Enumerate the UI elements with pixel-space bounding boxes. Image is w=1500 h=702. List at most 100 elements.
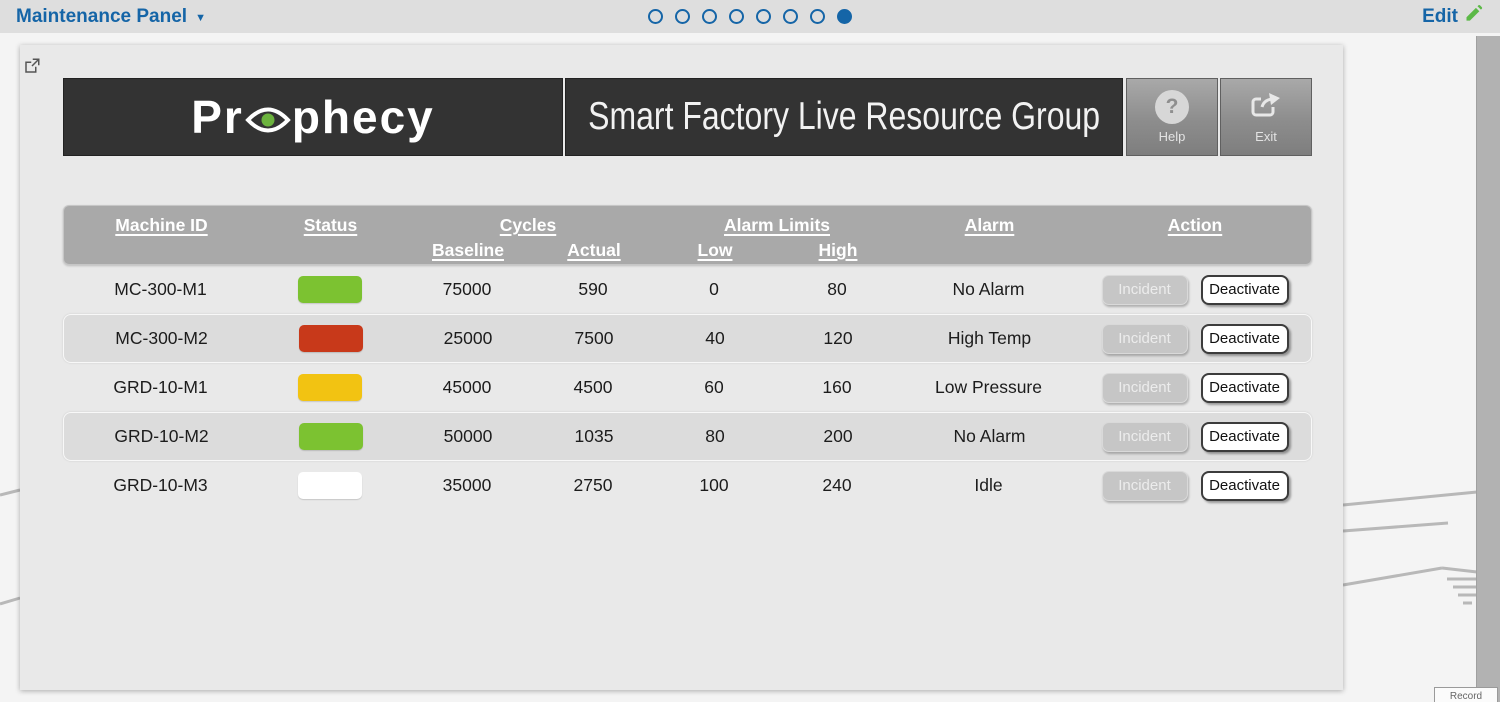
high-limit-cell: 240 [822,475,852,495]
status-swatch [298,423,363,450]
actual-cell: 1035 [574,426,614,446]
record-tooltip: Record [1434,687,1498,702]
dashboard-panel: Pr phecy Smart Factory Live Resource Gro… [20,45,1343,690]
machines-table: Machine ID Status Cycles Alarm Limits Al… [63,205,1312,510]
status-swatch [297,472,362,499]
deactivate-button[interactable]: Deactivate [1200,421,1289,452]
alarm-cell: Idle [974,475,1003,495]
incident-button[interactable]: Incident [1101,323,1188,354]
deactivate-button[interactable]: Deactivate [1200,470,1289,501]
status-swatch [297,276,362,303]
low-limit-cell: 80 [705,426,725,446]
machine-id-cell: GRD-10-M1 [113,377,208,397]
col-header-alarm-limits[interactable]: Alarm Limits [724,215,830,235]
status-swatch [298,325,363,352]
actual-cell: 590 [578,279,608,299]
status-cell [259,325,402,352]
edit-button[interactable]: Edit [1422,4,1484,30]
table-header: Machine ID Status Cycles Alarm Limits Al… [63,205,1312,265]
deactivate-button[interactable]: Deactivate [1200,274,1289,305]
col-header-low[interactable]: Low [697,240,733,260]
low-limit-cell: 40 [705,328,725,348]
action-cell: Incident Deactivate [1078,274,1312,305]
high-limit-cell: 160 [822,377,852,397]
page-dot[interactable] [810,9,825,24]
deactivate-button[interactable]: Deactivate [1200,372,1289,403]
action-cell: Incident Deactivate [1078,470,1312,501]
page-title: Smart Factory Live Resource Group [565,78,1123,156]
action-cell: Incident Deactivate [1078,372,1312,403]
table-row: GRD-10-M2 50000 1035 80 200 No Alarm Inc… [63,412,1312,461]
actual-cell: 4500 [573,377,613,397]
prophecy-logo: Pr phecy [63,78,563,156]
maintenance-panel-menu[interactable]: Maintenance Panel ▼ [16,6,206,28]
page-dot[interactable] [648,9,663,24]
maintenance-panel-label: Maintenance Panel [16,5,188,27]
incident-button[interactable]: Incident [1101,470,1188,501]
page-dot-nav [648,0,852,33]
eye-icon [245,93,291,147]
action-cell: Incident Deactivate [1079,323,1311,354]
status-cell [258,472,401,499]
page-dot[interactable] [729,9,744,24]
header-band: Pr phecy Smart Factory Live Resource Gro… [63,78,1312,156]
machine-id-cell: GRD-10-M2 [114,426,209,446]
help-label: Help [1158,129,1186,144]
incident-button[interactable]: Incident [1101,274,1188,305]
incident-button[interactable]: Incident [1101,421,1188,452]
exit-share-icon [1249,91,1283,124]
table-body: MC-300-M1 75000 590 0 80 No Alarm Incide… [63,265,1312,510]
edit-label: Edit [1422,5,1458,27]
actual-cell: 2750 [573,475,613,495]
col-header-alarm[interactable]: Alarm [964,215,1015,235]
status-cell [259,423,402,450]
col-header-high[interactable]: High [818,240,858,260]
high-limit-cell: 200 [823,426,853,446]
alarm-cell: Low Pressure [935,377,1042,397]
vertical-scrollbar[interactable] [1476,36,1500,702]
alarm-cell: No Alarm [953,426,1026,446]
chevron-down-icon: ▼ [195,12,206,24]
help-button[interactable]: ? Help [1126,78,1218,156]
baseline-cell: 25000 [443,328,493,348]
high-limit-cell: 80 [827,279,847,299]
logo-text-left: Pr [191,91,244,143]
col-header-actual[interactable]: Actual [567,240,621,260]
alarm-cell: High Temp [947,328,1032,348]
col-header-action[interactable]: Action [1167,215,1223,235]
pencil-icon [1464,4,1484,30]
exit-label: Exit [1255,128,1277,144]
status-cell [258,276,401,303]
baseline-cell: 50000 [443,426,493,446]
baseline-cell: 75000 [442,279,492,299]
popout-external-link-icon[interactable] [23,57,41,75]
exit-button[interactable]: Exit [1220,78,1312,156]
col-header-status[interactable]: Status [303,215,358,235]
page-dot[interactable] [783,9,798,24]
page-dot[interactable] [675,9,690,24]
low-limit-cell: 0 [709,279,719,299]
high-limit-cell: 120 [823,328,853,348]
col-header-cycles[interactable]: Cycles [499,215,557,235]
page-dot[interactable] [756,9,771,24]
table-row: GRD-10-M3 35000 2750 100 240 Idle Incide… [63,461,1312,510]
page-dot[interactable] [702,9,717,24]
low-limit-cell: 100 [699,475,729,495]
machine-id-cell: MC-300-M1 [114,279,207,299]
col-header-baseline[interactable]: Baseline [432,240,504,260]
baseline-cell: 45000 [442,377,492,397]
incident-button[interactable]: Incident [1101,372,1188,403]
table-row: GRD-10-M1 45000 4500 60 160 Low Pressure… [63,363,1312,412]
baseline-cell: 35000 [442,475,492,495]
help-icon: ? [1155,90,1189,124]
low-limit-cell: 60 [704,377,724,397]
status-cell [258,374,401,401]
status-swatch [297,374,362,401]
col-header-machine-id[interactable]: Machine ID [115,215,208,235]
logo-text-right: phecy [291,91,435,143]
table-row: MC-300-M1 75000 590 0 80 No Alarm Incide… [63,265,1312,314]
table-row: MC-300-M2 25000 7500 40 120 High Temp In… [63,314,1312,363]
page-dot[interactable] [837,9,852,24]
deactivate-button[interactable]: Deactivate [1200,323,1289,354]
